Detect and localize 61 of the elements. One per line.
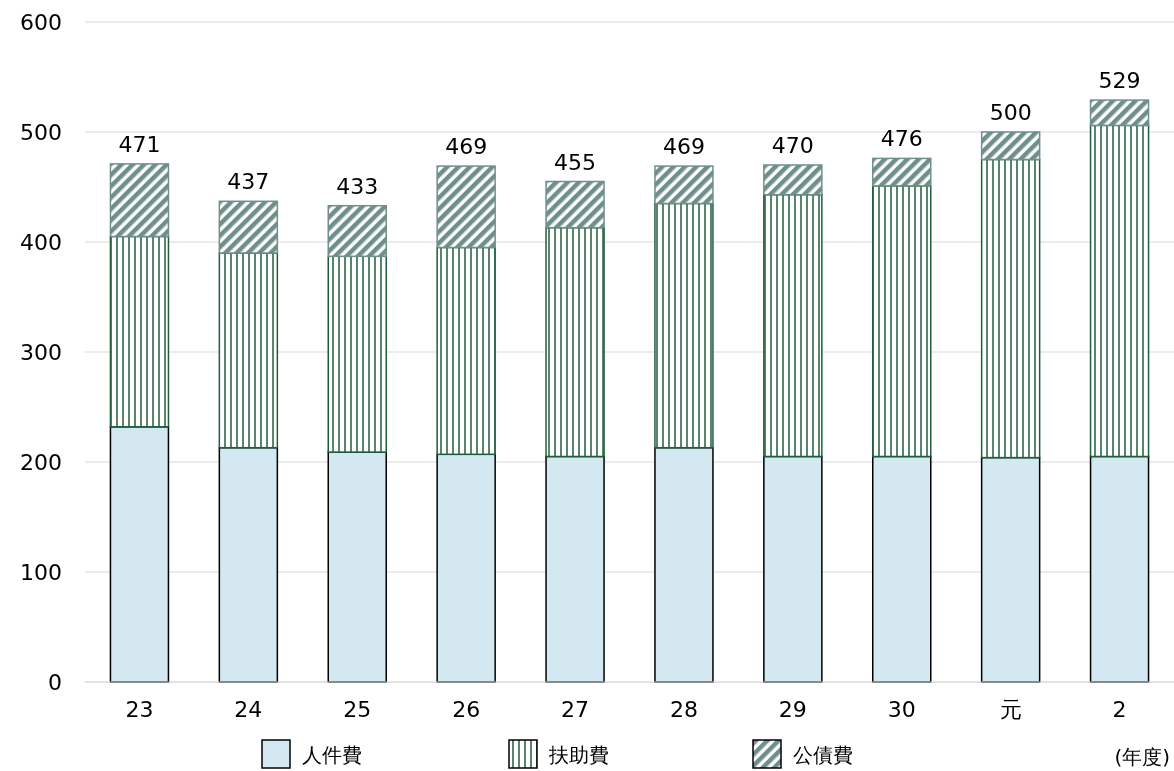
total-label: 433	[336, 173, 379, 199]
bar	[545, 226, 605, 458]
bar	[654, 165, 714, 205]
bar	[1089, 124, 1150, 458]
total-label: 471	[118, 131, 161, 157]
y-tick-label: 400	[20, 230, 62, 255]
bar	[545, 455, 605, 683]
x-tick-label: 29	[778, 697, 807, 722]
bar	[218, 252, 279, 449]
bar	[654, 446, 714, 683]
total-label: 437	[227, 169, 270, 195]
total-label: 455	[554, 149, 597, 175]
x-axis-title: (年度)	[1114, 745, 1170, 769]
bar	[327, 204, 387, 258]
legend-label: 扶助費	[548, 743, 609, 767]
bar	[109, 235, 170, 428]
x-tick-label: 27	[561, 697, 590, 722]
x-tick-label: 25	[343, 697, 372, 722]
total-label: 529	[1098, 68, 1141, 94]
y-tick-label: 200	[20, 450, 62, 475]
total-label: 469	[445, 134, 488, 160]
bar	[872, 157, 932, 187]
bar	[654, 202, 714, 449]
bar	[763, 455, 823, 683]
bar	[763, 164, 823, 196]
x-tick-label: 24	[234, 697, 263, 722]
bar	[327, 255, 387, 453]
y-tick-label: 0	[48, 670, 62, 695]
x-tick-label: 26	[452, 697, 481, 722]
bar	[1089, 99, 1150, 127]
bar	[980, 131, 1041, 161]
x-tick-label: 元	[999, 697, 1022, 722]
x-tick-label: 28	[669, 697, 698, 722]
bar	[980, 158, 1041, 459]
bar	[218, 446, 279, 683]
bar	[545, 180, 605, 229]
total-label: 476	[880, 126, 923, 152]
bar	[436, 165, 496, 249]
bar	[763, 193, 823, 458]
bar	[872, 185, 932, 458]
bar	[436, 453, 496, 683]
y-tick-label: 300	[20, 340, 62, 365]
y-tick-label: 100	[20, 560, 62, 585]
bar	[109, 426, 170, 683]
total-label: 470	[771, 133, 814, 158]
bar	[218, 200, 279, 254]
x-tick-label: 2	[1112, 697, 1127, 722]
total-label: 500	[989, 100, 1032, 125]
y-tick-label: 600	[20, 10, 62, 35]
bar	[327, 451, 387, 683]
legend-label: 公債費	[793, 743, 853, 767]
bar	[109, 163, 170, 238]
y-tick-label: 500	[20, 120, 62, 145]
x-tick-label: 30	[887, 697, 916, 722]
total-label: 469	[662, 134, 705, 160]
legend-label: 人件費	[302, 743, 362, 767]
x-tick-label: 23	[125, 697, 154, 722]
bar	[1089, 455, 1150, 683]
bar	[872, 455, 932, 683]
bar	[980, 456, 1041, 683]
bar	[436, 246, 496, 456]
